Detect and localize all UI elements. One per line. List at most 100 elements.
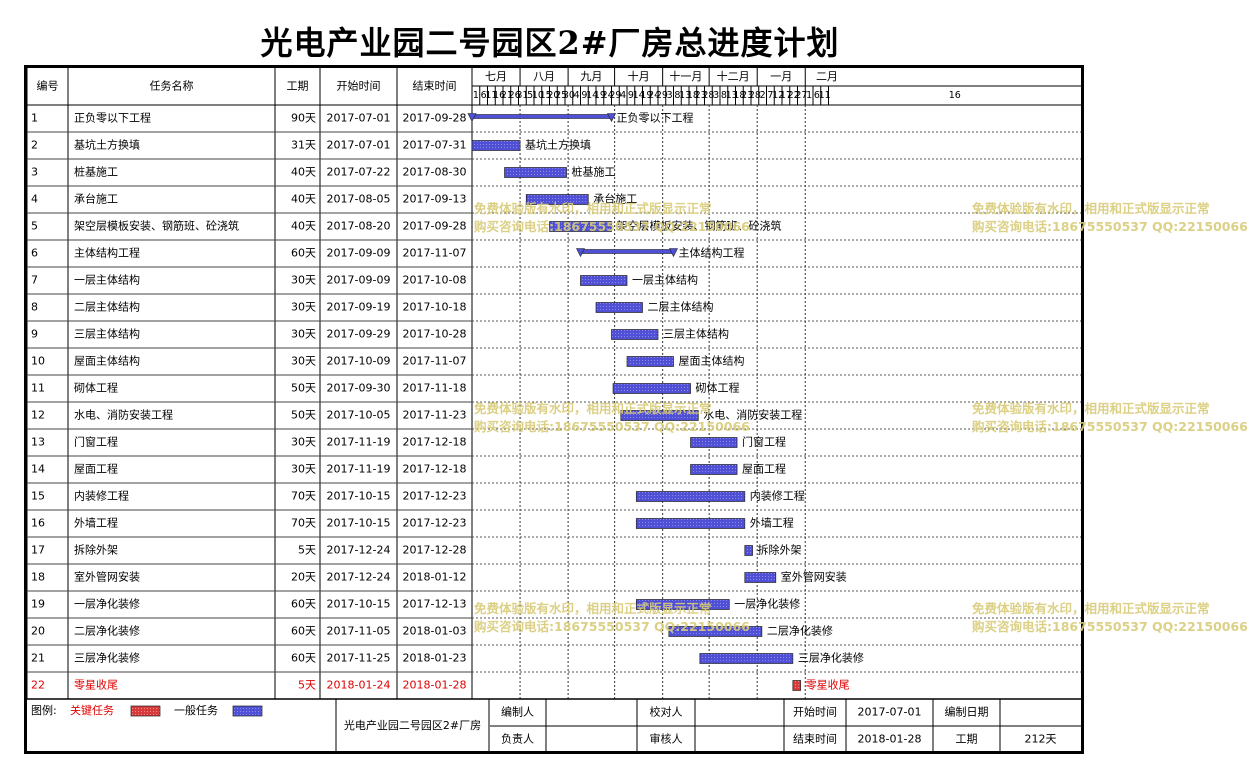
cell-duration: 50天 <box>291 409 316 422</box>
cell-duration: 30天 <box>291 274 316 287</box>
cell-end: 2018-01-28 <box>403 679 467 692</box>
bar-label: 二层净化装修 <box>767 624 833 638</box>
bar-label: 三层主体结构 <box>663 327 729 341</box>
month-label: 十一月 <box>669 69 702 83</box>
task-bar <box>580 275 628 286</box>
cell-start: 2017-09-09 <box>327 274 391 287</box>
day-tick-label: 30 <box>563 90 575 101</box>
cell-task-name: 内装修工程 <box>74 489 129 503</box>
day-tick-label: 11 <box>485 90 497 101</box>
bar-label: 零星收尾 <box>806 678 850 692</box>
cell-end: 2017-12-18 <box>403 463 467 476</box>
cell-no: 8 <box>31 301 38 314</box>
cell-task-name: 架空层模板安装、钢筋班、砼浇筑 <box>74 219 239 233</box>
cell-duration: 20天 <box>291 571 316 584</box>
cell-end: 2018-01-23 <box>403 652 467 665</box>
cell-start: 2017-09-19 <box>327 301 391 314</box>
day-tick-label: 29 <box>656 90 668 101</box>
cell-no: 18 <box>31 571 45 584</box>
footer-reviewer-label: 审核人 <box>650 732 683 746</box>
cell-task-name: 主体结构工程 <box>74 246 140 260</box>
cell-end: 2017-10-08 <box>403 274 467 287</box>
task-bar <box>635 599 730 610</box>
cell-duration: 30天 <box>291 328 316 341</box>
day-tick-label: 16 <box>493 90 505 101</box>
month-label: 二月 <box>816 70 838 83</box>
cell-end: 2017-09-13 <box>403 193 467 206</box>
cell-duration: 40天 <box>291 166 316 179</box>
cell-task-name: 室外管网安装 <box>74 570 140 584</box>
task-bar <box>471 140 521 151</box>
day-tick-label: 3 <box>667 90 673 101</box>
cell-task-name: 屋面工程 <box>74 463 118 476</box>
cell-end: 2017-10-28 <box>403 328 467 341</box>
footer-checker-label: 校对人 <box>650 705 683 719</box>
cell-end: 2017-11-07 <box>403 247 467 260</box>
task-bar <box>690 464 738 475</box>
bar-label: 屋面工程 <box>742 463 786 476</box>
header-no: 编号 <box>37 79 59 93</box>
bar-label: 三层净化装修 <box>798 651 864 665</box>
footer-end-label: 结束时间 <box>793 733 837 746</box>
cell-start: 2017-07-22 <box>327 166 391 179</box>
cell-task-name: 砌体工程 <box>74 381 118 395</box>
bar-label: 主体结构工程 <box>679 246 745 260</box>
cell-start: 2017-10-05 <box>327 409 391 422</box>
month-label: 十月 <box>628 69 650 83</box>
bar-label: 正负零以下工程 <box>617 111 694 125</box>
summary-cap-start <box>576 248 585 258</box>
task-bar <box>626 356 674 367</box>
cell-start: 2017-11-19 <box>327 463 391 476</box>
day-tick-label: 17 <box>780 90 792 101</box>
cell-end: 2017-11-18 <box>403 382 467 395</box>
month-label: 八月 <box>533 70 555 83</box>
cell-no: 3 <box>31 166 38 179</box>
cell-start: 2017-07-01 <box>327 139 391 152</box>
cell-task-name: 二层主体结构 <box>74 300 140 314</box>
bar-label: 基坑土方换填 <box>525 138 591 152</box>
bar-label: 架空层模板安装、钢筋班、砼浇筑 <box>617 219 782 233</box>
cell-duration: 5天 <box>298 679 316 692</box>
cell-task-name: 门窗工程 <box>74 435 118 449</box>
bar-label: 室外管网安装 <box>781 570 847 584</box>
day-tick-label: 1 <box>473 90 479 101</box>
task-bar <box>525 194 589 205</box>
cell-duration: 40天 <box>291 193 316 206</box>
day-tick-label: 2 <box>760 90 766 101</box>
header-start: 开始时间 <box>337 79 381 93</box>
cell-no: 7 <box>31 274 38 287</box>
footer-compiler-label: 编制人 <box>501 705 534 719</box>
day-tick-label: 16 <box>949 90 961 101</box>
cell-no: 13 <box>31 436 45 449</box>
cell-task-name: 一层净化装修 <box>74 597 140 611</box>
cell-no: 16 <box>31 517 45 530</box>
day-tick-label: 21 <box>501 90 513 101</box>
cell-task-name: 正负零以下工程 <box>74 111 151 125</box>
task-bar <box>690 437 738 448</box>
cell-task-name: 外墙工程 <box>74 516 118 530</box>
cell-no: 4 <box>31 193 38 206</box>
cell-duration: 31天 <box>291 139 316 152</box>
cell-start: 2017-09-30 <box>327 382 391 395</box>
day-tick-label: 8 <box>721 90 727 101</box>
footer-duration-value: 212天 <box>1025 733 1057 746</box>
task-bar <box>635 491 746 502</box>
day-tick-label: 22 <box>788 90 800 101</box>
cell-duration: 60天 <box>291 652 316 665</box>
cell-task-name: 一层主体结构 <box>74 273 140 287</box>
cell-start: 2017-09-09 <box>327 247 391 260</box>
cell-duration: 5天 <box>298 544 316 557</box>
cell-start: 2017-11-19 <box>327 436 391 449</box>
legend-label: 图例: <box>31 703 57 717</box>
task-bar <box>668 626 763 637</box>
footer-date-label: 编制日期 <box>945 705 989 719</box>
cell-start: 2017-08-20 <box>327 220 391 233</box>
cell-task-name: 拆除外架 <box>74 543 118 557</box>
header-duration: 工期 <box>287 80 309 93</box>
day-tick-label: 4 <box>574 90 580 101</box>
cell-start: 2017-07-01 <box>327 112 391 125</box>
month-label: 十二月 <box>717 69 750 83</box>
header-task-name: 任务名称 <box>150 79 194 93</box>
cell-start: 2017-09-29 <box>327 328 391 341</box>
